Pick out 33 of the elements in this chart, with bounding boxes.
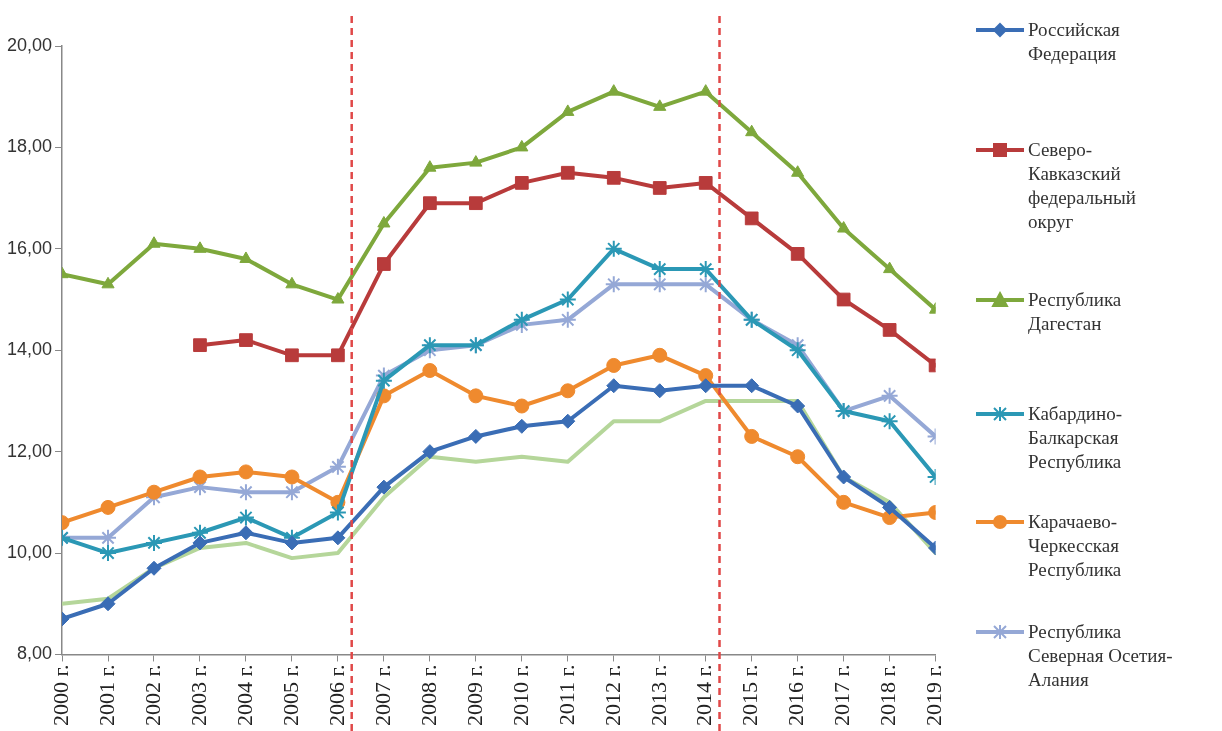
legend-label: Российская Федерация [1028,18,1121,66]
x-tick-label: 2007 г. [369,664,395,726]
y-tick-label: 18,00 [7,136,53,157]
x-tick-label: 2001 г. [93,664,119,726]
y-tick-label: 8,00 [17,643,53,664]
y-tick-label: 12,00 [7,440,53,461]
x-tick-label: 2019 г. [921,664,947,726]
x-tick-label: 2002 г. [139,664,165,726]
x-tick-label: 2016 г. [783,664,809,726]
legend-label: Республика Дагестан [1028,288,1123,336]
y-tick-label: 10,00 [7,542,53,563]
x-tick-label: 2014 г. [691,664,717,726]
y-tick-label: 14,00 [7,339,53,360]
y-tick-label: 20,00 [7,34,53,55]
x-tick-label: 2005 г. [277,664,303,726]
x-tick-label: 2009 г. [461,664,487,726]
x-tick-label: 2006 г. [323,664,349,726]
x-tick-label: 2018 г. [875,664,901,726]
legend-label: Северо-Кавказский федеральный округ [1028,138,1137,234]
x-tick-label: 2015 г. [737,664,763,726]
x-tick-label: 2017 г. [829,664,855,726]
y-tick-label: 16,00 [7,237,53,258]
legend-label: Республика Северная Осетия-Алания [1028,620,1174,692]
x-tick-label: 2003 г. [185,664,211,726]
x-tick-label: 2010 г. [507,664,533,726]
x-tick-label: 2012 г. [599,664,625,726]
x-tick-label: 2013 г. [645,664,671,726]
x-tick-label: 2000 г. [47,664,73,726]
x-tick-label: 2011 г. [553,664,579,726]
legend-label: Карачаево-Черкесская Республика [1028,510,1123,582]
x-tick-label: 2008 г. [415,664,441,726]
legend-label: Кабардино-Балкарская Республика [1028,402,1124,474]
x-tick-label: 2004 г. [231,664,257,726]
